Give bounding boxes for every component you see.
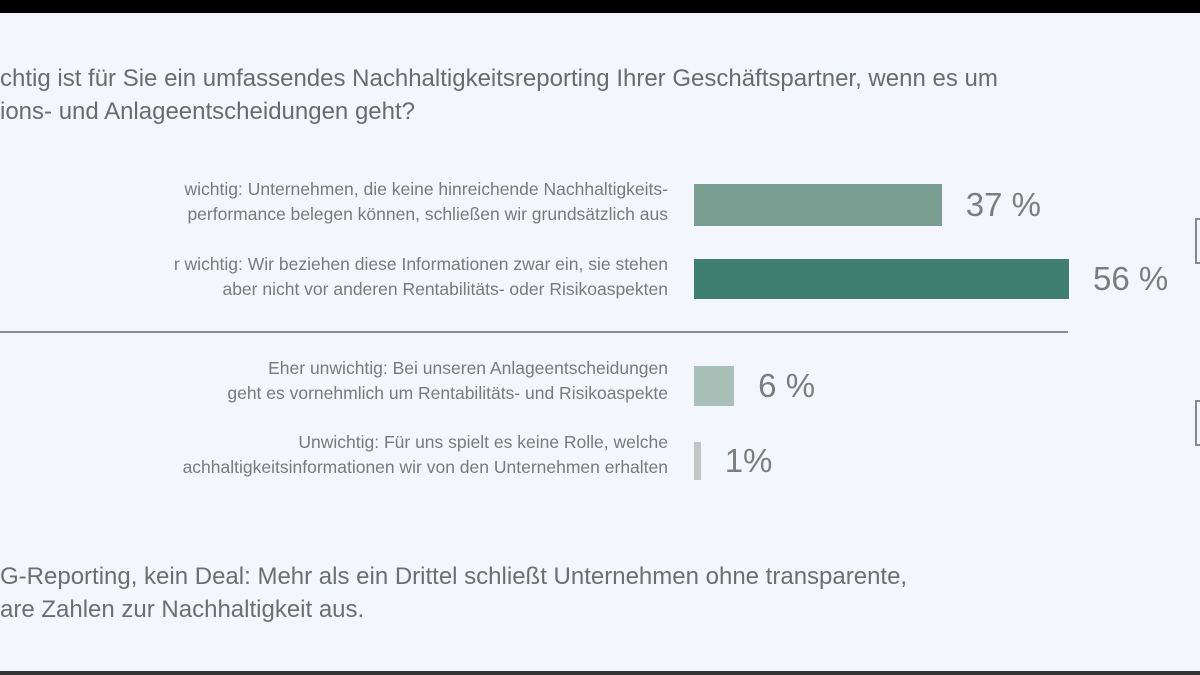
bar — [694, 259, 1069, 299]
bar — [694, 184, 942, 226]
category-label: wichtig: Unternehmen, die keine hinreich… — [0, 177, 668, 227]
bracket-bottom — [1195, 400, 1200, 446]
value-label: 6 % — [758, 367, 816, 404]
category-label-line: Eher unwichtig: Bei unseren Anlageentsch… — [268, 358, 668, 378]
caption-line-1: G-Reporting, kein Deal: Mehr als ein Dri… — [0, 563, 908, 590]
title-line-1: chtig ist für Sie ein umfassendes Nachha… — [0, 65, 998, 92]
category-label-line: performance belegen können, schließen wi… — [187, 204, 668, 224]
category-label: r wichtig: Wir beziehen diese Informatio… — [0, 252, 668, 302]
category-label-line: Unwichtig: Für uns spielt es keine Rolle… — [298, 432, 668, 452]
category-label: Eher unwichtig: Bei unseren Anlageentsch… — [0, 356, 668, 406]
bottom-border — [0, 671, 1200, 675]
category-label-line: wichtig: Unternehmen, die keine hinreich… — [184, 179, 668, 199]
value-label: 56 % — [1093, 260, 1169, 297]
chart-title: chtig ist für Sie ein umfassendes Nachha… — [0, 62, 998, 128]
bar — [694, 366, 735, 406]
bracket-top — [1195, 218, 1200, 264]
title-line-2: ions- und Anlageentscheidungen geht? — [0, 98, 416, 125]
bar — [694, 442, 701, 480]
separator-line — [0, 331, 1068, 333]
chart-caption: G-Reporting, kein Deal: Mehr als ein Dri… — [0, 560, 907, 626]
top-black-bar — [0, 0, 1200, 13]
caption-line-2: are Zahlen zur Nachhaltigkeit aus. — [0, 596, 365, 623]
category-label-line: geht es vornehmlich um Rentabilitäts- un… — [227, 383, 668, 403]
category-label-line: r wichtig: Wir beziehen diese Informatio… — [173, 254, 668, 274]
value-label: 37 % — [965, 186, 1041, 223]
category-label-line: achhaltigkeitsinformationen wir von den … — [182, 457, 668, 477]
category-label: Unwichtig: Für uns spielt es keine Rolle… — [0, 430, 668, 480]
category-label-line: aber nicht vor anderen Rentabilitäts- od… — [222, 279, 668, 299]
value-label: 1% — [724, 442, 773, 479]
